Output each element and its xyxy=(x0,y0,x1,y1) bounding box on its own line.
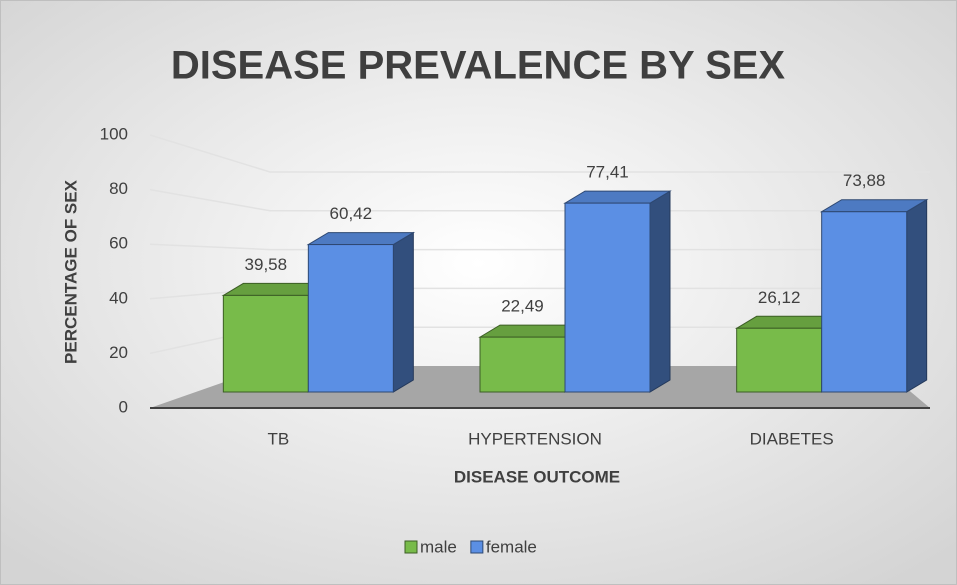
y-tick-label: 40 xyxy=(109,288,128,307)
bar-side xyxy=(649,190,671,393)
y-tick-label: 20 xyxy=(109,343,128,362)
x-tick-label: HYPERTENSION xyxy=(468,429,602,448)
x-tick-label: TB xyxy=(267,429,289,448)
legend: male female xyxy=(404,537,537,556)
y-axis-title: PERCENTAGE OF SEX xyxy=(61,179,80,364)
chart-title: DISEASE PREVALENCE BY SEX xyxy=(171,44,786,88)
grid-line xyxy=(149,243,930,251)
y-tick-label: 60 xyxy=(109,234,128,253)
bar-front xyxy=(821,211,908,393)
bar-front xyxy=(307,244,394,393)
legend-label: male xyxy=(420,537,457,556)
bar-front xyxy=(564,202,651,393)
bar xyxy=(306,231,416,393)
data-label: 22,49 xyxy=(501,297,544,316)
bar xyxy=(221,282,331,393)
bar xyxy=(563,190,672,393)
data-label: 60,42 xyxy=(330,204,373,223)
data-label: 73,88 xyxy=(843,171,886,190)
legend-swatch xyxy=(470,540,484,554)
y-tick-label: 80 xyxy=(109,179,128,198)
bar xyxy=(819,198,929,393)
data-label: 77,41 xyxy=(586,163,629,182)
bar-front xyxy=(479,336,566,393)
y-tick-label: 100 xyxy=(100,124,128,143)
grid-line xyxy=(149,188,930,212)
bar-side xyxy=(392,231,414,393)
y-tick-label: 0 xyxy=(119,397,128,416)
data-label: 39,58 xyxy=(245,255,288,274)
legend-swatch xyxy=(404,540,418,554)
bar-front xyxy=(222,294,309,393)
data-label: 26,12 xyxy=(758,288,801,307)
grid-line xyxy=(149,134,930,173)
x-tick-label: DIABETES xyxy=(750,429,834,448)
bar-front xyxy=(736,327,823,393)
bar-side xyxy=(906,198,928,393)
x-axis-title: DISEASE OUTCOME xyxy=(454,467,620,486)
legend-label: female xyxy=(486,537,537,556)
